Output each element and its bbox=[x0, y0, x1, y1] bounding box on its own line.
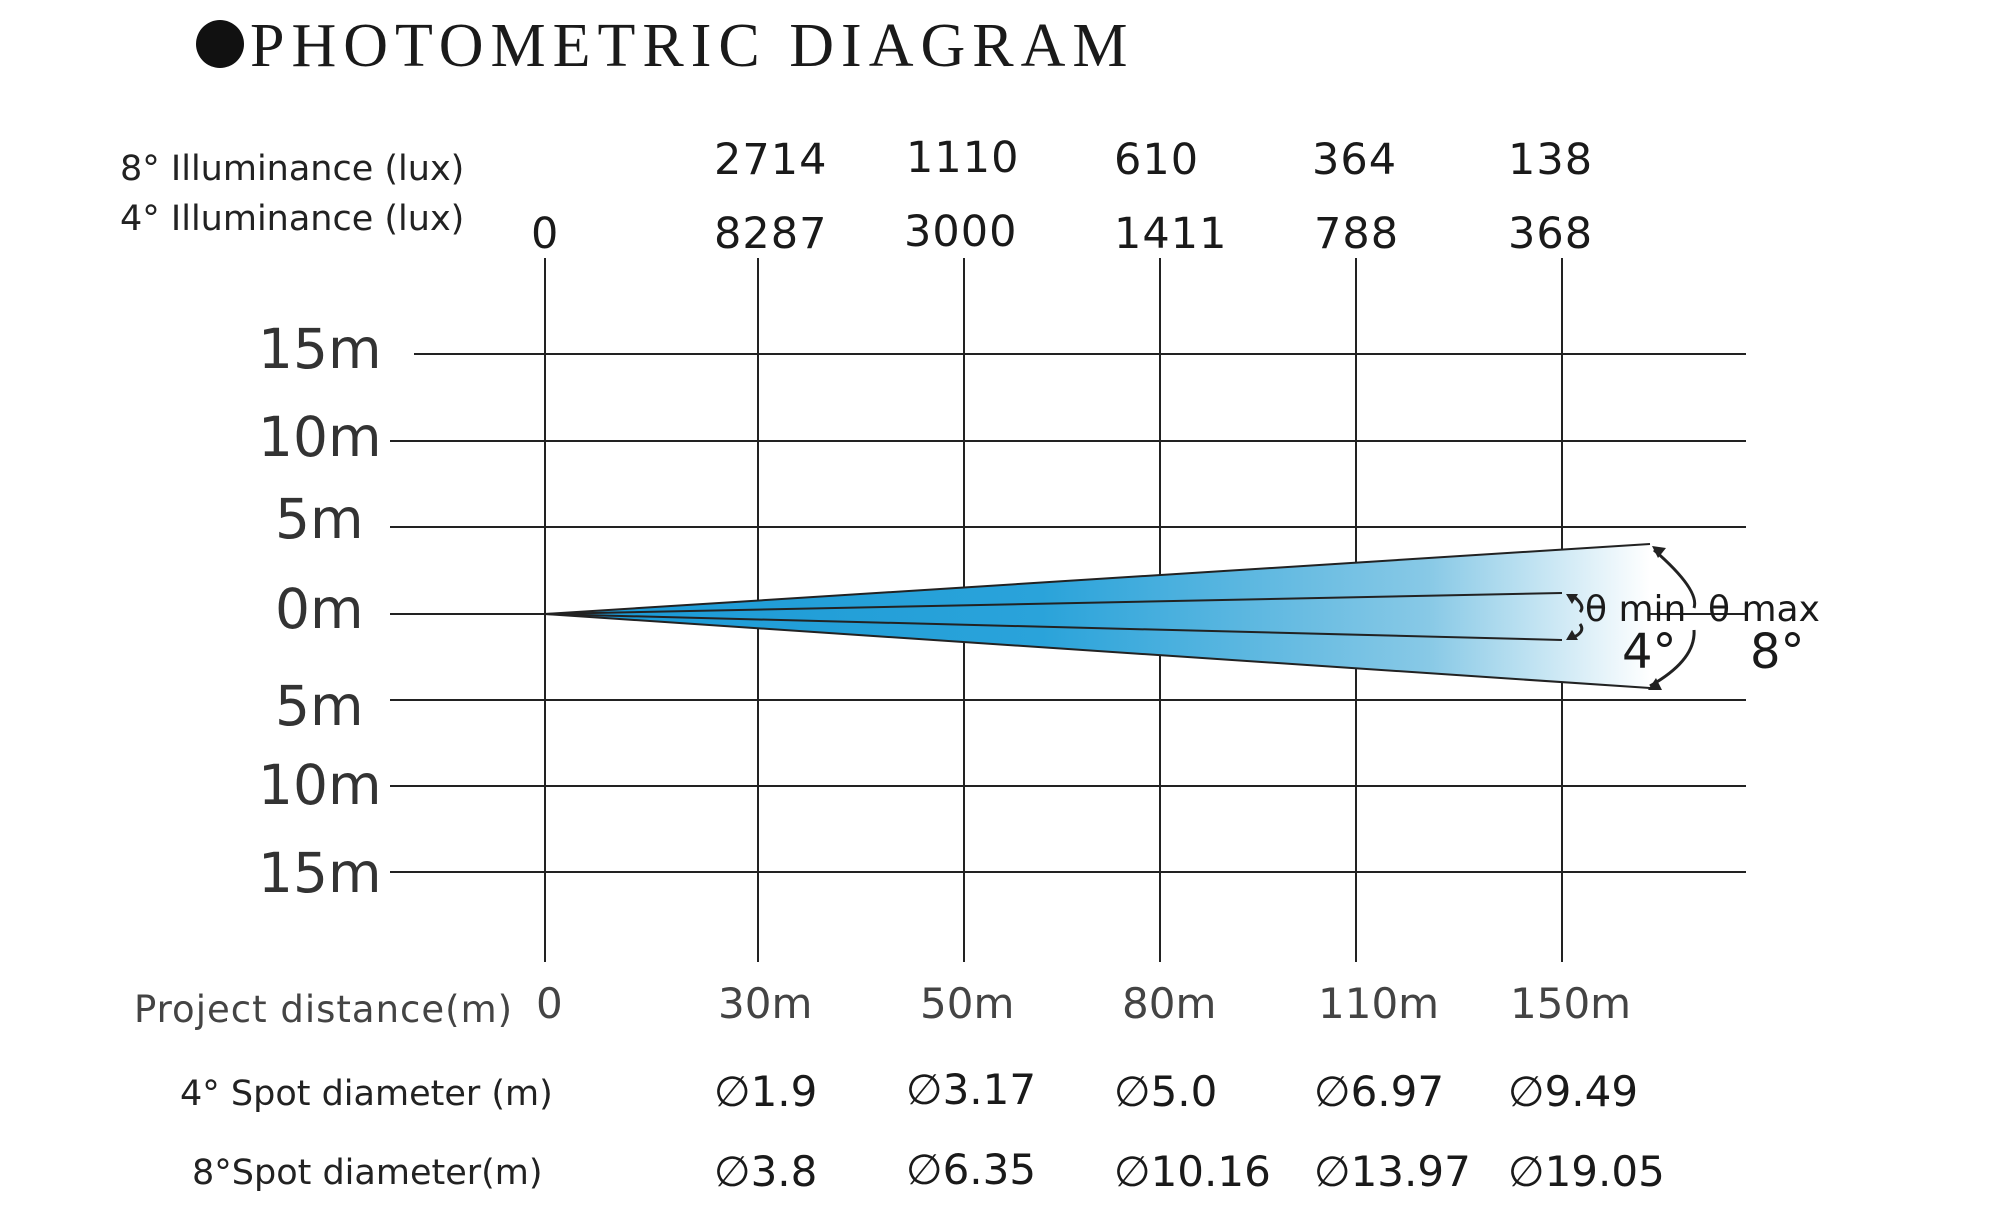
y-label-15m-bottom: 15m bbox=[258, 841, 382, 905]
spot-8-value: ∅13.97 bbox=[1314, 1147, 1471, 1196]
x-label: 50m bbox=[920, 979, 1014, 1028]
spot-8-value: ∅10.16 bbox=[1114, 1147, 1271, 1196]
illuminance-4-value: 3000 bbox=[904, 207, 1017, 257]
illuminance-4-value: 368 bbox=[1508, 209, 1593, 259]
illuminance-8-label: 8° Illuminance (lux) bbox=[120, 149, 464, 189]
y-label-10m-bottom: 10m bbox=[258, 753, 382, 817]
spot-4-value: ∅3.17 bbox=[906, 1065, 1036, 1114]
spot-4-value: ∅5.0 bbox=[1114, 1067, 1217, 1116]
illuminance-8-value: 138 bbox=[1508, 135, 1593, 185]
spot-4-value: ∅6.97 bbox=[1314, 1067, 1444, 1116]
beam-cone bbox=[544, 543, 1651, 689]
illuminance-4-value: 8287 bbox=[714, 209, 827, 259]
page-title: PHOTOMETRIC DIAGRAM bbox=[250, 12, 1135, 80]
illuminance-4-value: 1411 bbox=[1114, 209, 1227, 259]
theta-min-label: θ min bbox=[1585, 589, 1686, 630]
x-label: 0 bbox=[536, 979, 563, 1028]
spot-8-value: ∅3.8 bbox=[714, 1147, 817, 1196]
angle-max-value: 8° bbox=[1750, 624, 1805, 680]
illuminance-8-value: 1110 bbox=[906, 133, 1019, 183]
theta-max-label: θ max bbox=[1708, 589, 1820, 630]
x-label: 80m bbox=[1122, 979, 1216, 1028]
illuminance-4-label: 4° Illuminance (lux) bbox=[120, 199, 464, 239]
title-bullet-icon bbox=[196, 20, 244, 68]
illuminance-4-value: 788 bbox=[1314, 209, 1399, 259]
angle-arcs bbox=[1571, 548, 1697, 688]
spot-8-value: ∅6.35 bbox=[906, 1145, 1036, 1194]
illuminance-8-value: 2714 bbox=[714, 135, 827, 185]
spot-8-value: ∅19.05 bbox=[1508, 1147, 1665, 1196]
x-label: 30m bbox=[718, 979, 812, 1028]
illuminance-8-value: 610 bbox=[1114, 135, 1199, 185]
y-label-10m-top: 10m bbox=[258, 405, 382, 469]
x-axis-title: Project distance(m) bbox=[134, 988, 513, 1031]
spot-4-value: ∅1.9 bbox=[714, 1067, 817, 1116]
spot-8-label: 8°Spot diameter(m) bbox=[192, 1153, 543, 1193]
y-label-5m-bottom: 5m bbox=[275, 674, 364, 738]
x-label: 110m bbox=[1318, 979, 1439, 1028]
y-label-15m-top: 15m bbox=[258, 317, 382, 381]
y-label-5m-top: 5m bbox=[275, 487, 364, 551]
spot-4-value: ∅9.49 bbox=[1508, 1067, 1638, 1116]
x-label: 150m bbox=[1510, 979, 1631, 1028]
angle-arrowheads bbox=[1566, 546, 1666, 690]
spot-4-label: 4° Spot diameter (m) bbox=[180, 1074, 553, 1114]
y-label-0m: 0m bbox=[275, 577, 364, 641]
illuminance-8-value: 364 bbox=[1312, 135, 1397, 185]
illuminance-4-value: 0 bbox=[531, 209, 559, 259]
angle-min-value: 4° bbox=[1622, 624, 1677, 680]
